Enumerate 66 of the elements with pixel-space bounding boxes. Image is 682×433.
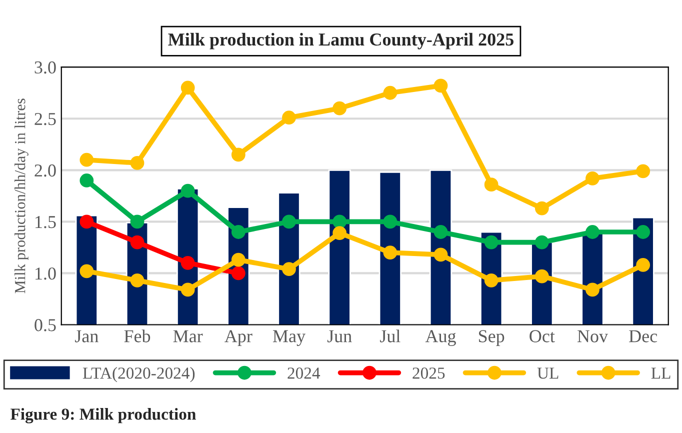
legend-label: LL: [651, 368, 670, 379]
x-tick-label: Sep: [478, 330, 504, 346]
point: [180, 80, 195, 95]
y-tick-label: 1.5: [36, 216, 56, 228]
point: [80, 152, 94, 167]
point: [534, 269, 549, 284]
point: [231, 225, 246, 239]
point: [231, 266, 246, 280]
point: [80, 174, 94, 188]
point: [282, 214, 296, 229]
y-tick-label: 0.5: [34, 319, 56, 332]
x-tick-label: Jul: [380, 330, 400, 342]
x-tick-label: Oct: [530, 330, 555, 342]
point: [231, 252, 246, 267]
x-tick-label: Aug: [425, 330, 456, 346]
legend-label: LTA(2020-2024): [82, 367, 195, 382]
point: [586, 282, 600, 297]
point: [231, 148, 246, 162]
point: [534, 201, 549, 216]
point: [383, 214, 398, 229]
point: [586, 225, 600, 239]
point: [636, 164, 650, 178]
point: [434, 78, 448, 93]
point: [282, 262, 296, 276]
x-tick-label: Jan: [75, 330, 98, 342]
y-tick-label: 2.0: [34, 164, 56, 177]
point: [636, 225, 650, 239]
x-tick-label: Nov: [577, 330, 608, 342]
point: [534, 235, 549, 250]
point: [383, 246, 398, 260]
chart-title: Milk production in Lamu County-April 2025: [168, 32, 514, 50]
point: [180, 256, 195, 270]
y-axis-title: Milk production/hh/day in litres: [14, 98, 28, 294]
point: [383, 86, 398, 100]
point: [586, 171, 600, 186]
x-tick-label: Mar: [173, 330, 203, 342]
y-tick-label: 1.0: [36, 267, 56, 280]
x-tick-label: Jun: [327, 330, 352, 342]
point: [180, 282, 195, 297]
y-tick-label: 3.0: [34, 61, 56, 74]
point: [484, 178, 498, 192]
x-tick-label: Feb: [124, 330, 150, 342]
point: [282, 110, 296, 125]
x-tick-label: Apr: [224, 330, 252, 346]
x-tick-label: Dec: [629, 330, 658, 342]
point: [80, 214, 94, 229]
point: [484, 273, 498, 288]
legend-label: 2024: [288, 368, 320, 379]
caption: Figure 9: Milk production: [10, 408, 196, 424]
point: [180, 184, 195, 198]
point: [434, 225, 448, 239]
x-tick-label: May: [272, 330, 306, 346]
point: [130, 156, 144, 170]
point: [484, 235, 498, 250]
point: [130, 273, 144, 288]
point: [332, 226, 347, 240]
y-tick-label: 2.5: [34, 112, 56, 126]
point: [636, 258, 650, 272]
point: [332, 214, 347, 229]
point: [434, 248, 448, 262]
point: [130, 235, 144, 250]
point: [332, 101, 347, 116]
legend-label: 2025: [412, 368, 445, 379]
point: [130, 214, 144, 229]
legend-label: UL: [537, 368, 558, 379]
point: [80, 264, 94, 278]
